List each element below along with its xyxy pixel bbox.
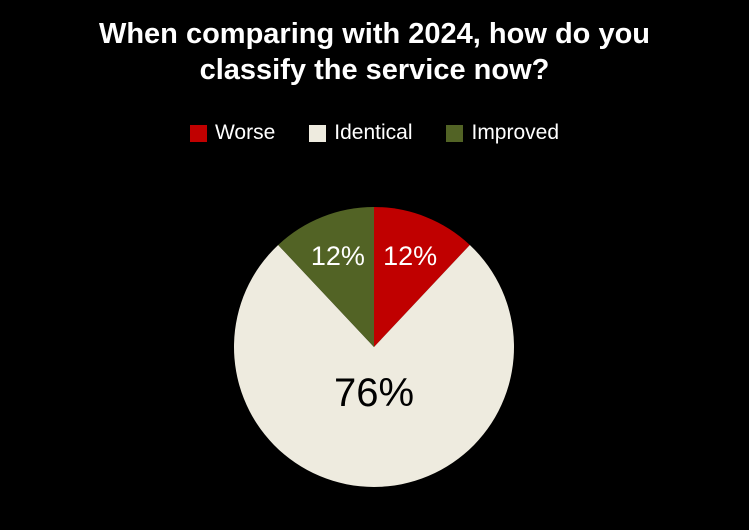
legend-label: Identical [334, 121, 413, 144]
legend-item-worse: Worse [189, 121, 276, 145]
pie-slice-improved [278, 207, 374, 347]
legend-swatch-identical [309, 124, 327, 142]
legend: Worse Identical Improved [0, 121, 749, 145]
legend-swatch-improved [446, 124, 464, 142]
legend-label: Worse [214, 121, 276, 144]
pie-chart-container: 12% 76% 12% [224, 197, 524, 497]
legend-item-identical: Identical [309, 121, 412, 145]
legend-item-improved: Improved [446, 121, 559, 145]
pie-slice-worse [374, 207, 470, 347]
chart-title: When comparing with 2024, how do you cla… [98, 18, 651, 87]
legend-swatch-worse [189, 124, 207, 142]
pie-label-worse: 12% [383, 241, 437, 271]
pie-chart: 12% 76% 12% [234, 207, 514, 487]
pie-slice-identical [234, 244, 514, 487]
pie-label-improved: 12% [311, 241, 365, 271]
pie-label-identical: 76% [334, 371, 414, 415]
legend-label: Improved [471, 121, 560, 144]
